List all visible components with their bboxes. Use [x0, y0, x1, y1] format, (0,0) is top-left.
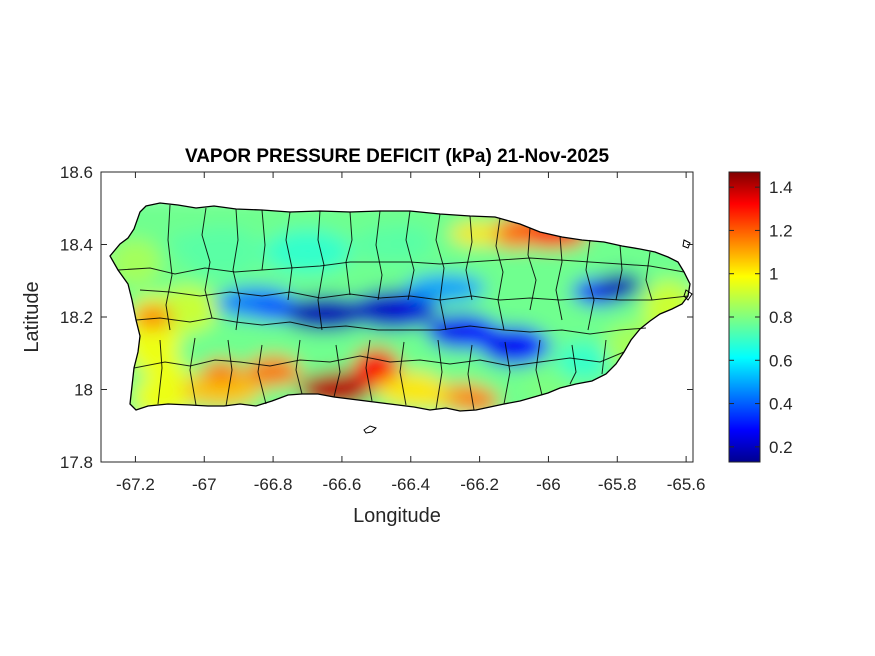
vpd-region-point	[597, 276, 638, 300]
vpd-region-point	[321, 370, 362, 395]
colorbar-tick-label: 1	[769, 265, 778, 284]
colorbar-tick-label: 1.4	[769, 178, 793, 197]
colorbar	[728, 171, 761, 463]
vpd-region-point	[494, 225, 535, 250]
vpd-region-point	[511, 334, 552, 358]
vpd-region-point	[459, 323, 500, 348]
x-tick-label: -66	[536, 475, 561, 494]
vpd-region-point	[356, 359, 397, 384]
y-tick-label: 18.4	[60, 236, 93, 255]
vpd-region-point	[287, 232, 328, 257]
vpd-region-point	[149, 359, 190, 384]
y-axis-title: Latitude	[21, 281, 43, 352]
y-tick-label: 18.6	[60, 163, 93, 182]
x-tick-label: -65.8	[598, 475, 637, 494]
x-tick-label: -66.2	[460, 475, 499, 494]
colorbar-tick-label: 0.4	[769, 395, 793, 414]
municipality-boundaries	[109, 202, 693, 434]
x-tick-label: -65.6	[667, 475, 706, 494]
vpd-region-point	[390, 297, 431, 322]
x-tick-label: -66.8	[254, 475, 293, 494]
vpd-region-point	[201, 359, 242, 384]
x-axis: -67.2 -67 -66.8 -66.6 -66.4 -66.2 -66 -65.8 -65.…	[116, 172, 705, 494]
vpd-region-point	[167, 232, 208, 257]
colorbar-tick-label: 0.6	[769, 351, 793, 370]
vpd-region-point	[321, 305, 362, 329]
x-axis-title: Longitude	[353, 505, 441, 527]
vpd-region-point	[459, 388, 500, 411]
colorbar-tick-label: 0.8	[769, 308, 793, 327]
colorbar-tick-label: 1.2	[769, 221, 793, 240]
chart-title: VAPOR PRESSURE DEFICIT (kPa) 21-Nov-2025	[185, 146, 610, 167]
vpd-region-point	[407, 384, 448, 409]
coastline	[109, 202, 691, 412]
vpd-region-point	[253, 297, 294, 322]
colorbar-tick-label: 0.2	[769, 438, 793, 457]
vpd-region-point	[390, 225, 431, 250]
vpd-heat-field	[110, 203, 690, 411]
y-tick-label: 18	[74, 381, 93, 400]
y-tick-label: 17.8	[60, 453, 93, 472]
y-axis: 17.8 18 18.2 18.4 18.6	[60, 163, 693, 472]
y-tick-label: 18.2	[60, 308, 93, 327]
x-tick-label: -67	[192, 475, 217, 494]
x-tick-label: -66.4	[391, 475, 430, 494]
colorbar-axis: 0.2 0.4 0.6 0.8 1 1.2 1.4	[729, 178, 793, 457]
x-tick-label: -66.6	[323, 475, 362, 494]
vpd-region-point	[132, 305, 173, 329]
x-tick-label: -67.2	[116, 475, 155, 494]
